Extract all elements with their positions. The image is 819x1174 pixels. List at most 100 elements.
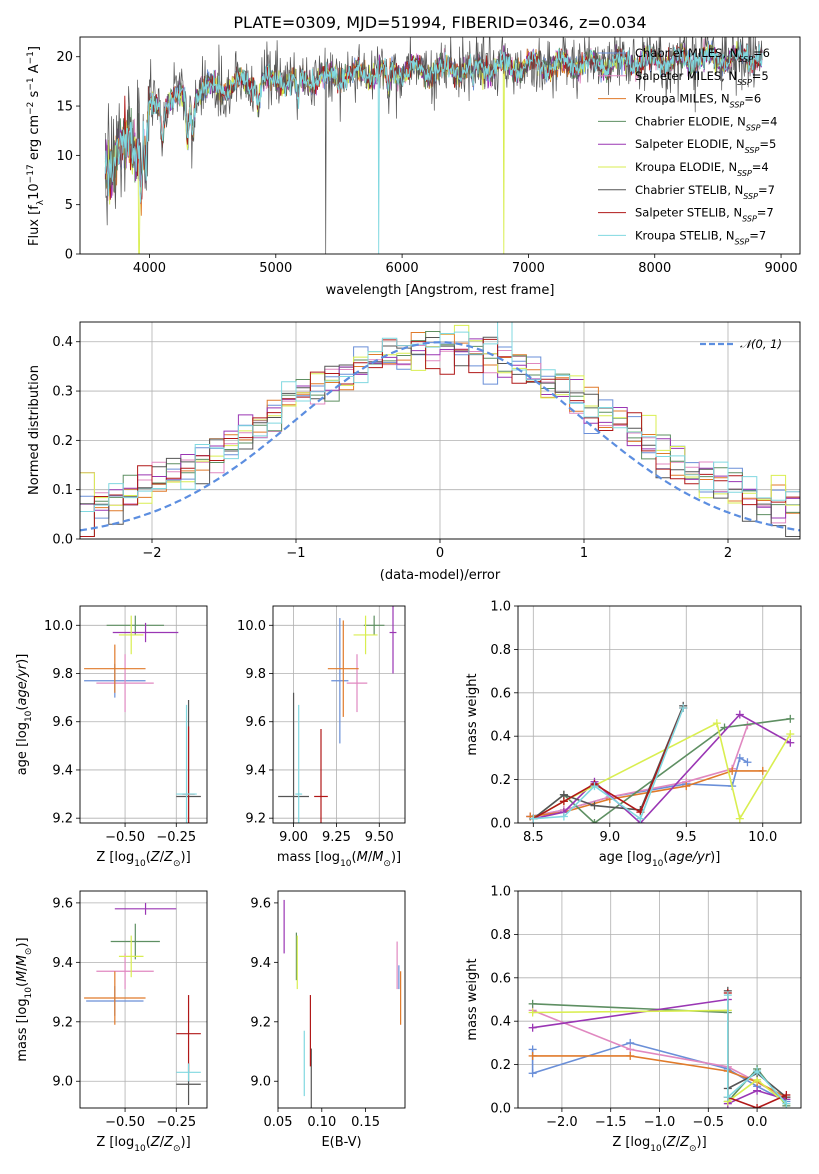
label-part: 10 xyxy=(134,1144,146,1154)
x-axis-label: (data-model)/error xyxy=(380,568,501,583)
label-part: s xyxy=(27,90,42,101)
y-tick-label: 0.0 xyxy=(490,1102,511,1117)
x-tick-label: 2 xyxy=(724,546,732,561)
y-tick-label: 1.0 xyxy=(490,600,511,615)
y-tick-label: 0.2 xyxy=(490,773,511,788)
label-part: )] xyxy=(697,1135,707,1150)
label-part: −2 xyxy=(26,102,36,115)
label-part: λ xyxy=(36,199,46,205)
x-tick-label: 7000 xyxy=(512,261,545,276)
y-tick-label: 0.4 xyxy=(490,730,511,745)
x-axis-label: mass [log10(M/M⊙)] xyxy=(277,850,401,869)
axes-frame xyxy=(79,890,208,1109)
plot-area xyxy=(526,701,795,823)
x-tick-label: 9.0 xyxy=(599,830,620,845)
label-part: / xyxy=(676,1135,681,1150)
label-part: age [log xyxy=(599,850,652,865)
label-part: )] xyxy=(391,850,401,865)
y-axis-label: mass weight xyxy=(465,673,480,755)
legend-sub: SSP xyxy=(738,55,753,64)
y-tick-label: 0.1 xyxy=(52,483,73,498)
legend-entry: Salpeter MILES, NSSP=5 xyxy=(635,69,769,87)
y-tick-label: 9.4 xyxy=(52,956,73,971)
label-part: ⊙ xyxy=(173,1144,181,1154)
y-tick-label: 9.6 xyxy=(52,896,73,911)
legend-sub: SSP xyxy=(745,146,760,155)
weight-line-chabrier_miles xyxy=(530,756,748,818)
y-tick-label: 10.0 xyxy=(44,619,73,634)
y-tick-label: 9.8 xyxy=(245,667,266,682)
y-tick-label: 0 xyxy=(65,248,73,263)
y-tick-label: 0.2 xyxy=(52,434,73,449)
axes-frame xyxy=(79,321,801,540)
residual-legend: 𝒩(0, 1) xyxy=(700,337,782,351)
legend-entry: Kroupa STELIB, NSSP=7 xyxy=(635,228,766,246)
x-tick-label: −2.0 xyxy=(546,1115,578,1130)
legend-text: Chabrier ELODIE, N xyxy=(635,114,746,128)
label-part: ( xyxy=(352,850,357,865)
label-part: mass weight xyxy=(465,958,480,1040)
y-axis-label: Normed distribution xyxy=(27,365,42,495)
label-part: )] xyxy=(710,850,720,865)
histogram-step-salpeter_stelib xyxy=(80,338,800,537)
legend-suffix: =6 xyxy=(753,46,770,60)
x-tick-label: −1 xyxy=(286,546,305,561)
y-tick-label: 1.0 xyxy=(490,885,511,900)
label-part: E(B-V) xyxy=(321,1135,361,1150)
label-part: 10 xyxy=(650,1144,662,1154)
label-part: Z [log xyxy=(96,1135,134,1150)
x-tick-label: −0.50 xyxy=(105,1115,145,1130)
y-tick-label: 9.2 xyxy=(250,1015,271,1030)
histogram-step-kroupa_stelib xyxy=(80,322,800,512)
y-tick-label: 0.3 xyxy=(52,385,73,400)
mass-vs-ebv-plot: 0.05 0.10 0.15 9.0 9.2 9.4 9.6 E(B-V) xyxy=(250,890,406,1150)
x-tick-label: 9.5 xyxy=(676,830,697,845)
label-part: ⊙ xyxy=(383,859,391,869)
label-part: )] xyxy=(181,1135,191,1150)
legend-suffix: =4 xyxy=(752,160,769,174)
legend-suffix: =5 xyxy=(752,69,769,83)
label-part: 10 xyxy=(134,859,146,869)
x-tick-label: 8.5 xyxy=(523,830,544,845)
y-tick-label: 5 xyxy=(65,198,73,213)
label-part: ( xyxy=(146,850,151,865)
label-part: −1 xyxy=(26,51,36,64)
label-part: Z xyxy=(666,1135,677,1150)
y-axis-label: mass [log10(M/M⊙)] xyxy=(15,937,34,1061)
x-tick-label: 10.0 xyxy=(748,830,777,845)
x-tick-label: −0.5 xyxy=(693,1115,725,1130)
x-tick-label: −0.25 xyxy=(156,830,196,845)
y-tick-label: 20 xyxy=(56,50,73,65)
legend-sub: SSP xyxy=(746,123,761,132)
x-tick-label: 1 xyxy=(580,546,588,561)
label-part: ( xyxy=(662,1135,667,1150)
label-part: age/yr xyxy=(668,850,711,865)
x-tick-label: −1.5 xyxy=(595,1115,627,1130)
x-tick-label: 8000 xyxy=(638,261,671,276)
legend-sub: SSP xyxy=(735,237,750,246)
axes-frame xyxy=(79,36,801,255)
y-tick-label: 10 xyxy=(56,149,73,164)
label-part: Z [log xyxy=(612,1135,650,1150)
x-tick-label: 5000 xyxy=(259,261,292,276)
plot-area xyxy=(528,986,791,1108)
legend-text: Chabrier STELIB, N xyxy=(635,183,743,197)
legend-sub: SSP xyxy=(742,214,757,223)
legend-entry: Chabrier MILES, NSSP=6 xyxy=(635,46,770,64)
x-tick-label: −2 xyxy=(142,546,161,561)
label-part: (data-model)/error xyxy=(380,568,501,583)
y-tick-label: 9.6 xyxy=(250,896,271,911)
label-part: M xyxy=(372,850,383,865)
label-part: / xyxy=(15,966,30,971)
label-part: −1 xyxy=(26,77,36,90)
legend-text: Kroupa STELIB, N xyxy=(635,228,735,242)
label-part: 10 xyxy=(24,987,34,999)
legend-entry: Salpeter ELODIE, NSSP=5 xyxy=(635,137,776,155)
y-tick-label: 9.2 xyxy=(52,812,73,827)
plot-area xyxy=(84,615,201,823)
legend-suffix: =7 xyxy=(758,183,775,197)
plot-area xyxy=(104,37,763,254)
x-tick-label: 0.0 xyxy=(747,1115,768,1130)
x-tick-label: −1.0 xyxy=(644,1115,676,1130)
x-tick-label: 9.00 xyxy=(279,830,308,845)
